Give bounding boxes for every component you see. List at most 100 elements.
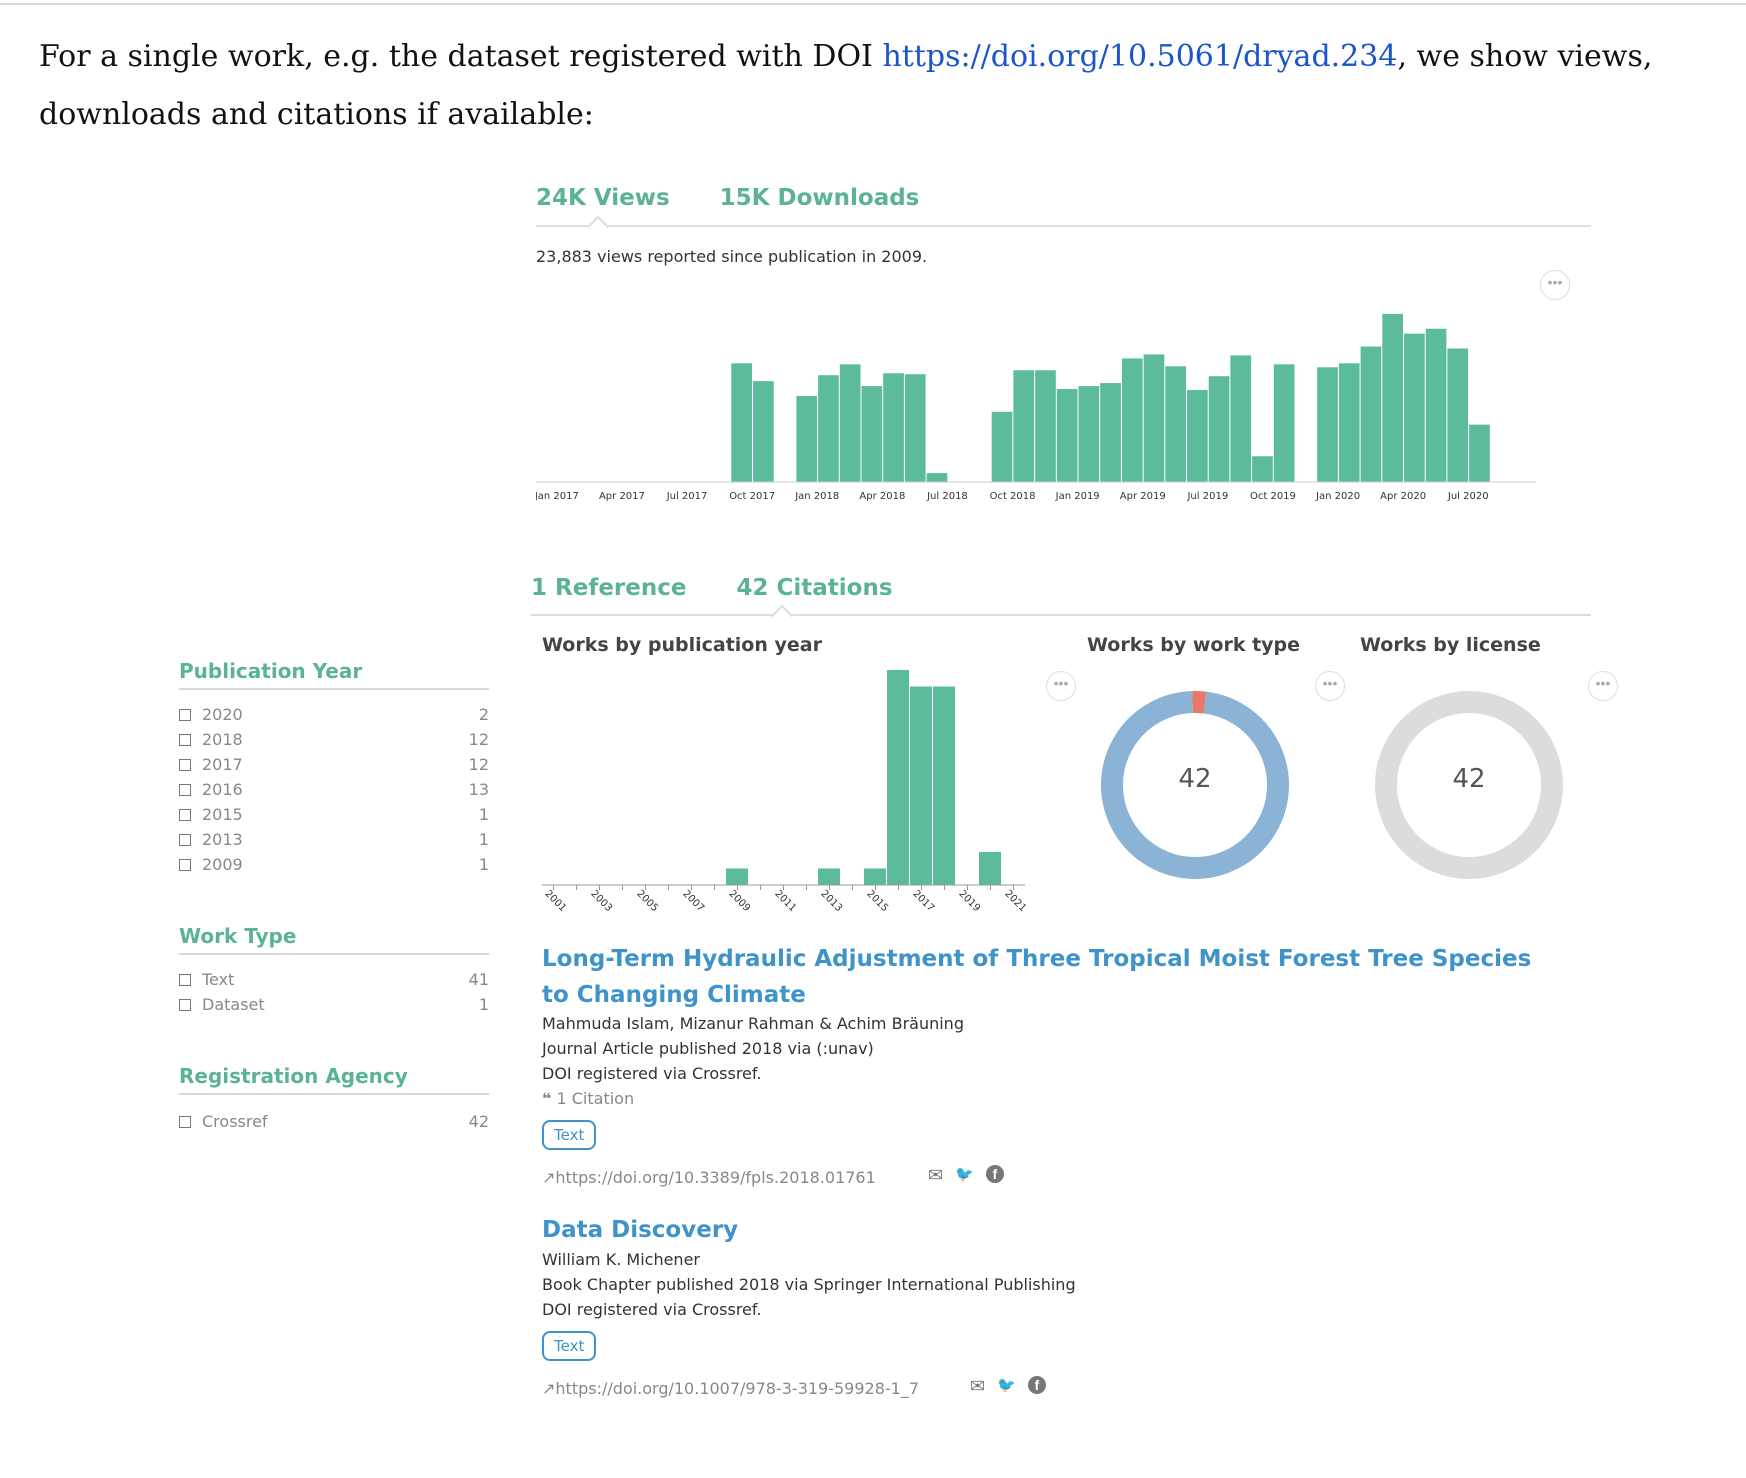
checkbox[interactable] (179, 1115, 191, 1128)
year-chart-menu-button[interactable]: ••• (1046, 671, 1076, 701)
doi-link[interactable]: https://doi.org/10.5061/dryad.234 (882, 39, 1398, 74)
top-divider (0, 3, 1746, 5)
views-caption: 23,883 views reported since publication … (536, 247, 928, 266)
work-url-2[interactable]: https://doi.org/10.1007/978-3-319-59928-… (555, 1379, 920, 1398)
views-x-tick-label: Apr 2018 (859, 491, 905, 502)
license-donut-total: 42 (1452, 764, 1486, 794)
views-bar (1338, 363, 1360, 482)
work-citations-count-1[interactable]: 1 Citation (556, 1089, 635, 1108)
facet-year-count: 2 (478, 705, 489, 724)
work-link-1[interactable]: ↗https://doi.org/10.3389/fpls.2018.01761 (542, 1168, 876, 1187)
facet-year-row[interactable]: 2020 2 (179, 702, 489, 727)
facet-year-row[interactable]: 2017 12 (179, 752, 489, 777)
type-donut-total: 42 (1178, 764, 1212, 794)
twitter-icon[interactable]: 🐦 (997, 1377, 1016, 1394)
email-icon[interactable]: ✉ (928, 1165, 944, 1185)
views-bar-chart: Jan 2017 Apr 2017 Jul 2017 Oct 2017 Jan 2018… (536, 313, 1536, 502)
facet-publication-year-title: Publication Year (179, 659, 363, 683)
facet-year-row[interactable]: 2018 12 (179, 727, 489, 752)
checkbox[interactable] (179, 733, 191, 746)
views-bar (861, 386, 883, 482)
views-chart-menu-button[interactable]: ••• (1540, 270, 1570, 300)
checkbox[interactable] (179, 858, 191, 871)
year-bar (726, 868, 748, 885)
facet-type-count: 41 (468, 970, 489, 989)
views-bar (1121, 358, 1143, 482)
checkbox[interactable] (179, 708, 191, 721)
views-bar (818, 375, 839, 482)
views-bar (883, 373, 904, 482)
tab-views[interactable]: 24K Views (536, 185, 670, 211)
views-x-tick-label: Jan 2017 (536, 491, 579, 502)
work-published-2: Book Chapter published 2018 via Springer… (542, 1275, 1076, 1294)
year-x-tick-label: 2009 (726, 888, 752, 914)
type-chart-menu-button[interactable]: ••• (1315, 671, 1345, 701)
views-x-tick-label: Jul 2017 (666, 491, 708, 502)
twitter-icon[interactable]: 🐦 (955, 1166, 974, 1183)
tab-reference[interactable]: 1 Reference (531, 575, 687, 601)
facet-type-count: 1 (478, 995, 489, 1014)
checkbox[interactable] (179, 833, 191, 846)
external-link-icon: ↗ (542, 1379, 556, 1398)
facebook-icon[interactable]: f (1027, 1376, 1046, 1394)
views-x-tick-label: Jul 2018 (926, 491, 968, 502)
facet-year-count: 13 (468, 780, 489, 799)
checkbox[interactable] (179, 808, 191, 821)
email-icon[interactable]: ✉ (970, 1376, 986, 1396)
facet-year-count: 1 (478, 830, 489, 849)
views-x-tick-label: Jul 2020 (1447, 491, 1489, 502)
facet-year-label: 2018 (202, 730, 243, 749)
checkbox[interactable] (179, 998, 191, 1011)
facet-year-label: 2016 (202, 780, 243, 799)
year-x-tick-label: 2013 (818, 888, 844, 914)
year-x-tick-label: 2001 (542, 888, 568, 914)
year-x-tick-label: 2019 (956, 888, 982, 914)
work-link-2[interactable]: ↗https://doi.org/10.1007/978-3-319-59928… (542, 1379, 919, 1398)
views-bar (1165, 366, 1186, 482)
views-bar (1317, 367, 1338, 482)
usage-tabs: 24K Views 15K Downloads (536, 185, 919, 211)
facet-year-row[interactable]: 2013 1 (179, 827, 489, 852)
facet-year-row[interactable]: 2015 1 (179, 802, 489, 827)
year-x-tick-label: 2005 (634, 888, 660, 914)
checkbox[interactable] (179, 973, 191, 986)
facebook-icon[interactable]: f (985, 1165, 1004, 1183)
work-type-tag-2[interactable]: Text (542, 1331, 597, 1361)
works-by-year-bar-chart: 2001 2003 2005 2007 2009 2011 2013 2015 2017 2019… (542, 670, 1028, 914)
usage-tab-underline (536, 225, 1591, 227)
quote-icon: ❝ (542, 1089, 552, 1108)
views-x-tick-label: Jan 2018 (794, 491, 839, 502)
works-by-type-title: Works by work type (1087, 634, 1301, 656)
facet-year-row[interactable]: 2009 1 (179, 852, 489, 877)
year-bar (933, 686, 955, 885)
views-bar (1447, 348, 1469, 482)
tab-citations[interactable]: 42 Citations (736, 575, 893, 601)
work-title-1[interactable]: Long-Term Hydraulic Adjustment of Three … (542, 946, 1532, 1008)
intro-text-before: For a single work, e.g. the dataset regi… (39, 39, 883, 74)
facet-agency-row[interactable]: Crossref 42 (179, 1109, 489, 1134)
work-url-1[interactable]: https://doi.org/10.3389/fpls.2018.01761 (555, 1168, 876, 1187)
views-x-tick-label: Oct 2017 (729, 491, 775, 502)
views-x-tick-label: Jul 2019 (1186, 491, 1228, 502)
license-chart-menu-button[interactable]: ••• (1588, 671, 1618, 701)
work-title-2[interactable]: Data Discovery (542, 1217, 739, 1243)
license-donut-slice (1375, 691, 1563, 879)
year-bar (910, 686, 932, 885)
checkbox[interactable] (179, 783, 191, 796)
tab-downloads[interactable]: 15K Downloads (719, 185, 920, 211)
views-bar (1273, 364, 1295, 482)
views-bar (1208, 376, 1230, 482)
facet-year-row[interactable]: 2016 13 (179, 777, 489, 802)
views-bar (1187, 390, 1208, 482)
active-citations-indicator (770, 604, 794, 628)
facet-type-row[interactable]: Dataset 1 (179, 992, 489, 1017)
checkbox[interactable] (179, 758, 191, 771)
facet-type-row[interactable]: Text 41 (179, 967, 489, 992)
work-type-tag-1[interactable]: Text (542, 1120, 597, 1150)
views-x-tick-label: Jan 2020 (1315, 491, 1360, 502)
views-x-tick-label: Apr 2017 (599, 491, 645, 502)
year-x-tick-label: 2015 (864, 888, 890, 914)
year-x-tick-label: 2003 (588, 888, 614, 914)
type-donut-slice (1192, 691, 1207, 714)
facet-work-type-rule (179, 953, 489, 955)
